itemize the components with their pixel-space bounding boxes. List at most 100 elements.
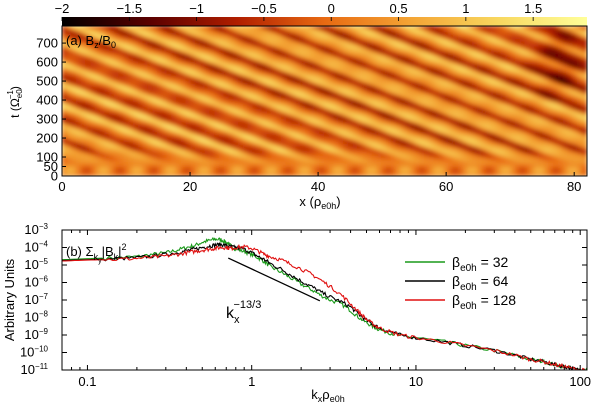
heatmap-cell bbox=[304, 45, 311, 49]
heatmap-cell bbox=[242, 165, 249, 169]
heatmap-cell bbox=[204, 103, 211, 107]
heatmap-cell bbox=[319, 33, 325, 37]
heatmap-cell bbox=[252, 125, 259, 129]
heatmap-cell bbox=[276, 153, 283, 157]
heatmap-cell bbox=[109, 165, 115, 169]
heatmap-cell bbox=[128, 148, 135, 152]
heatmap-cell bbox=[433, 135, 440, 139]
heatmap-cell bbox=[376, 98, 383, 102]
heatmap-cell bbox=[295, 138, 302, 142]
heatmap-cell bbox=[347, 78, 354, 82]
heatmap-cell bbox=[75, 85, 82, 89]
heatmap-cell bbox=[209, 75, 216, 79]
heatmap-cell bbox=[295, 85, 302, 89]
heatmap-cell bbox=[290, 90, 297, 94]
heatmap-cell bbox=[319, 115, 325, 119]
heatmap-cell bbox=[247, 120, 254, 124]
heatmap-cell bbox=[137, 133, 144, 137]
heatmap-cell bbox=[80, 40, 87, 44]
heatmap-cell bbox=[233, 33, 240, 37]
heatmap-cell bbox=[156, 163, 163, 167]
heatmap-cell bbox=[233, 68, 240, 72]
heatmap-cell bbox=[233, 123, 240, 127]
heatmap-cell bbox=[252, 168, 259, 172]
heatmap-cell bbox=[381, 53, 388, 57]
heatmap-cell bbox=[257, 43, 263, 47]
heatmap-cell bbox=[390, 103, 397, 107]
heatmap-cell bbox=[161, 73, 168, 77]
heatmap-cell bbox=[300, 35, 306, 39]
heatmap-cell bbox=[295, 153, 302, 157]
heatmap-cell bbox=[405, 90, 411, 94]
heatmap-cell bbox=[261, 58, 268, 62]
heatmap-cell bbox=[400, 65, 407, 69]
heatmap-cell bbox=[452, 90, 459, 94]
heatmap-cell bbox=[333, 160, 340, 164]
heatmap-cell bbox=[75, 58, 82, 62]
heatmap-cell bbox=[99, 43, 106, 47]
heatmap-cell bbox=[180, 168, 187, 172]
heatmap-cell bbox=[261, 100, 268, 104]
heatmap-cell bbox=[219, 63, 225, 67]
heatmap-cell bbox=[347, 155, 354, 159]
heatmap-cell bbox=[309, 38, 316, 42]
heatmap-cell bbox=[156, 40, 163, 44]
heatmap-cell bbox=[285, 148, 292, 152]
heatmap-cell bbox=[309, 145, 316, 149]
heatmap-cell bbox=[281, 93, 287, 97]
heatmap-cell bbox=[161, 115, 168, 119]
heatmap-cell bbox=[137, 75, 144, 79]
heatmap-cell bbox=[419, 168, 426, 172]
heatmap-cell bbox=[304, 150, 311, 154]
heatmap-cell bbox=[171, 63, 178, 67]
heatmap-cell bbox=[137, 163, 144, 167]
heatmap-cell bbox=[214, 90, 220, 94]
heatmap-cell bbox=[176, 168, 182, 172]
heatmap-cell bbox=[80, 138, 87, 142]
heatmap-cell bbox=[75, 68, 82, 72]
heatmap-cell bbox=[271, 95, 278, 99]
heatmap-cell bbox=[429, 33, 435, 37]
heatmap-cell bbox=[261, 135, 268, 139]
heatmap-cell bbox=[352, 160, 359, 164]
heatmap-cell bbox=[338, 65, 345, 69]
heatmap-cell bbox=[104, 123, 111, 127]
heatmap-cell bbox=[405, 95, 411, 99]
heatmap-cell bbox=[75, 45, 82, 49]
heatmap-cell bbox=[386, 35, 392, 39]
heatmap-cell bbox=[166, 123, 173, 127]
heatmap-cell bbox=[171, 138, 178, 142]
heatmap-cell bbox=[314, 173, 321, 176]
heatmap-cell bbox=[66, 118, 73, 122]
colorbar-tick-label: 0 bbox=[328, 1, 335, 16]
heatmap-cell bbox=[176, 170, 182, 174]
heatmap-cell bbox=[352, 108, 359, 112]
heatmap-cell bbox=[433, 123, 440, 127]
heatmap-cell bbox=[228, 125, 235, 129]
heatmap-cell bbox=[390, 80, 397, 84]
heatmap-cell bbox=[352, 120, 359, 124]
heatmap-cell bbox=[71, 90, 77, 94]
heatmap-cell bbox=[324, 95, 330, 99]
heatmap-cell bbox=[233, 120, 240, 124]
heatmap-cell bbox=[347, 58, 354, 62]
heatmap-cell bbox=[99, 158, 106, 162]
heatmap-cell bbox=[152, 168, 158, 172]
heatmap-cell bbox=[257, 158, 263, 162]
heatmap-cell bbox=[209, 133, 216, 137]
heatmap-cell bbox=[324, 153, 330, 157]
heatmap-cell bbox=[176, 155, 182, 159]
heatmap-cell bbox=[295, 140, 302, 144]
heatmap-cell bbox=[414, 125, 421, 129]
heatmap-cell bbox=[271, 98, 278, 102]
heatmap-cell bbox=[90, 100, 96, 104]
heatmap-cell bbox=[99, 148, 106, 152]
heatmap-cell bbox=[104, 120, 111, 124]
heatmap-cell bbox=[75, 95, 82, 99]
heatmap-cell bbox=[386, 30, 392, 34]
heatmap-cell bbox=[352, 95, 359, 99]
heatmap-cell bbox=[109, 40, 115, 44]
heatmap-cell bbox=[452, 115, 459, 119]
heatmap-cell bbox=[424, 95, 430, 99]
heatmap-cell bbox=[276, 148, 283, 152]
